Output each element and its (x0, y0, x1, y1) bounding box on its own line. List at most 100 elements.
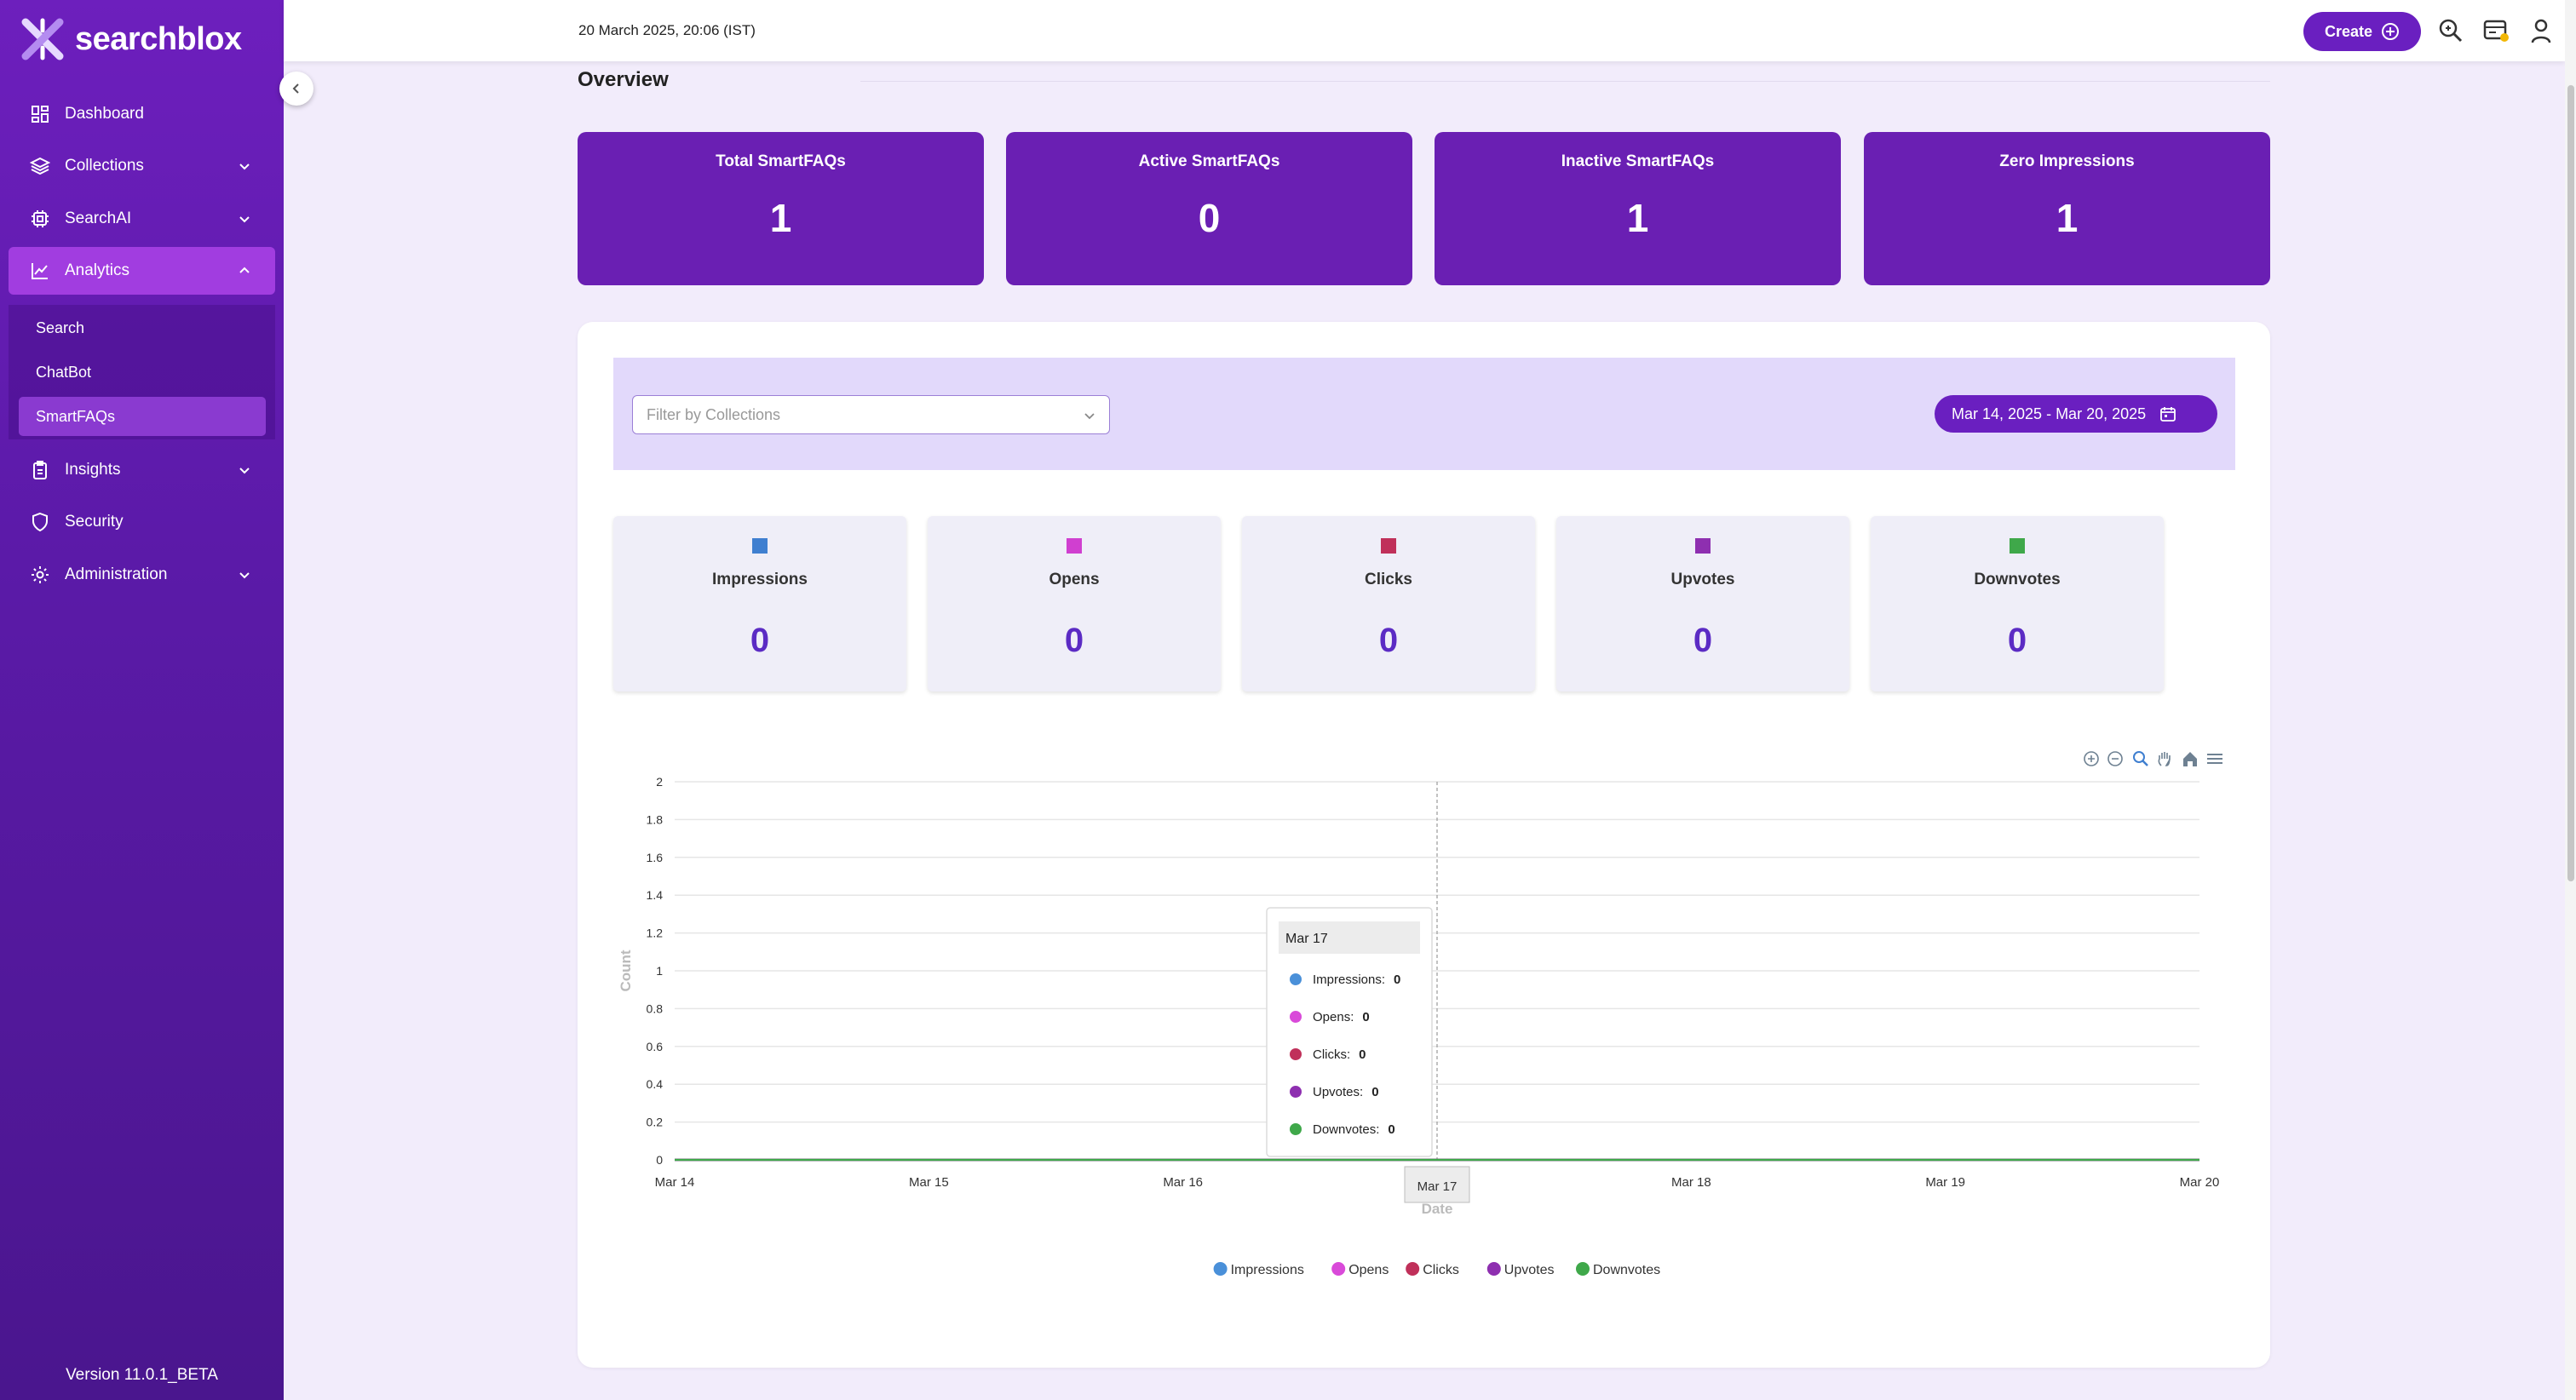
chevron-down-icon (236, 210, 253, 227)
create-button[interactable]: Create (2303, 12, 2421, 51)
sidebar-item-searchai[interactable]: SearchAI (9, 195, 275, 243)
sidebar-subitem-chatbot[interactable]: ChatBot (36, 363, 92, 381)
stat-card-label: Inactive SmartFAQs (1561, 152, 1715, 170)
sidebar-item-label: Administration (65, 565, 168, 583)
collapse-sidebar-button[interactable] (279, 72, 313, 106)
sidebar-item-analytics[interactable]: Analytics (9, 247, 275, 295)
search-icon[interactable] (2437, 17, 2464, 44)
chart-tooltip-marker (1290, 1011, 1302, 1023)
x-tick-label: Mar 18 (1671, 1175, 1711, 1190)
sidebar-item-collections[interactable]: Collections (9, 142, 275, 190)
stat-card-label: Total SmartFAQs (716, 152, 846, 170)
sidebar-subitem-smartfaqs[interactable]: SmartFAQs (19, 397, 266, 436)
stat-card-zero-impressions: Zero Impressions 1 (1864, 132, 2270, 285)
legend-label-downvotes[interactable]: Downvotes (1593, 1263, 1660, 1277)
y-tick-label: 0.6 (647, 1040, 664, 1053)
chart-tooltip-value: 0 (1362, 1010, 1369, 1024)
clipboard-icon (29, 459, 51, 481)
legend-marker-opens[interactable] (1331, 1262, 1346, 1276)
metric-value: 0 (750, 622, 770, 659)
current-datetime: 20 March 2025, 20:06 (IST) (578, 22, 756, 38)
plus-circle-icon (2382, 23, 2400, 40)
metric-card-opens: Opens 0 (928, 516, 1221, 691)
line-chart[interactable]: 0 0.2 0.4 0.6 0.8 1 1.2 1.4 1.6 1.8 2 Mar 14 Mar 15 M… (578, 322, 2270, 1368)
stat-card-value: 1 (1626, 196, 1649, 240)
date-range-picker[interactable]: Mar 14, 2025 - Mar 20, 2025 (1935, 395, 2217, 433)
sidebar-item-security[interactable]: Security (9, 498, 275, 546)
page-scrollbar[interactable] (2565, 0, 2576, 1400)
legend-marker-downvotes[interactable] (1576, 1262, 1590, 1276)
pan-hand-icon[interactable] (2155, 749, 2174, 772)
x-tick-label: Mar 14 (655, 1175, 695, 1190)
chart-tooltip-label: Opens: (1313, 1010, 1354, 1024)
legend-label-opens[interactable]: Opens (1348, 1263, 1389, 1277)
metric-card-clicks: Clicks 0 (1242, 516, 1535, 691)
sidebar-item-label: Collections (65, 157, 144, 175)
metric-card-downvotes: Downvotes 0 (1871, 516, 2164, 691)
stat-card-total: Total SmartFAQs 1 (578, 132, 984, 285)
chart-tooltip-marker (1290, 1123, 1302, 1135)
metric-label: Downvotes (1974, 571, 2061, 588)
dashboard-icon (29, 103, 51, 125)
y-tick-label: 0.8 (647, 1001, 664, 1015)
shield-icon (29, 511, 51, 533)
x-tick-label: Mar 20 (2180, 1175, 2220, 1190)
zoom-in-icon[interactable] (2082, 749, 2101, 772)
sidebar-item-insights[interactable]: Insights (9, 446, 275, 494)
metric-label: Opens (1049, 571, 1100, 588)
notifications-icon[interactable] (2482, 17, 2510, 44)
metric-card-upvotes: Upvotes 0 (1556, 516, 1849, 691)
legend-label-clicks[interactable]: Clicks (1423, 1263, 1459, 1277)
logo-mark-icon (20, 17, 65, 61)
y-tick-label: 0.4 (647, 1077, 664, 1091)
chart-tooltip-title: Mar 17 (1285, 932, 1328, 946)
y-tick-label: 0 (656, 1153, 663, 1167)
collections-filter-select[interactable]: Filter by Collections (632, 395, 1110, 434)
ai-chip-icon (29, 208, 51, 230)
x-axis-title: Date (1422, 1201, 1453, 1217)
metric-label: Upvotes (1670, 571, 1735, 588)
analytics-submenu: Search ChatBot SmartFAQs (9, 305, 275, 439)
chart-tooltip (1266, 907, 1433, 1157)
logo-wordmark: searchblox (75, 20, 242, 57)
legend-label-impressions[interactable]: Impressions (1231, 1263, 1304, 1277)
y-axis-title: Count (618, 950, 634, 991)
sidebar-item-label: Insights (65, 461, 121, 479)
overview-title: Overview (578, 68, 669, 91)
metric-label: Impressions (712, 571, 808, 588)
user-icon[interactable] (2527, 17, 2555, 44)
opens-swatch (1067, 538, 1082, 554)
zoom-out-icon[interactable] (2106, 749, 2125, 772)
metric-value: 0 (1693, 622, 1713, 659)
y-tick-label: 1 (656, 964, 663, 978)
chart-tooltip-marker (1290, 973, 1302, 985)
legend-marker-clicks[interactable] (1406, 1262, 1420, 1276)
chart-tooltip-marker (1290, 1048, 1302, 1060)
clicks-swatch (1381, 538, 1396, 554)
chevron-up-icon (236, 262, 253, 279)
filter-bar: Filter by Collections Mar 14, 2025 - Mar… (613, 358, 2235, 470)
x-tick-label: Mar 15 (909, 1175, 949, 1190)
menu-icon[interactable] (2205, 749, 2225, 772)
selection-zoom-icon[interactable] (2131, 749, 2150, 772)
sidebar-subitem-search[interactable]: Search (36, 318, 85, 336)
legend-marker-upvotes[interactable] (1486, 1262, 1501, 1276)
stat-card-value: 0 (1198, 196, 1221, 240)
y-tick-label: 1.4 (647, 888, 664, 902)
chart-tooltip-label: Downvotes: (1313, 1122, 1379, 1137)
sidebar-item-dashboard[interactable]: Dashboard (9, 90, 275, 138)
legend-marker-impressions[interactable] (1213, 1262, 1228, 1276)
sidebar-item-administration[interactable]: Administration (9, 551, 275, 599)
metric-label: Clicks (1365, 571, 1412, 588)
metric-value: 0 (1064, 622, 1084, 659)
searchblox-logo[interactable]: searchblox (20, 15, 242, 63)
sidebar-item-label: Analytics (65, 261, 130, 279)
legend-label-upvotes[interactable]: Upvotes (1504, 1263, 1555, 1277)
scrollbar-thumb[interactable] (2567, 85, 2574, 881)
reset-home-icon[interactable] (2181, 749, 2199, 772)
metric-value: 0 (1378, 622, 1399, 659)
chart-tooltip-label: Impressions: (1313, 973, 1385, 987)
analytics-panel: Filter by Collections Mar 14, 2025 - Mar… (578, 322, 2270, 1368)
chart-icon (29, 260, 51, 282)
layers-icon (29, 155, 51, 177)
